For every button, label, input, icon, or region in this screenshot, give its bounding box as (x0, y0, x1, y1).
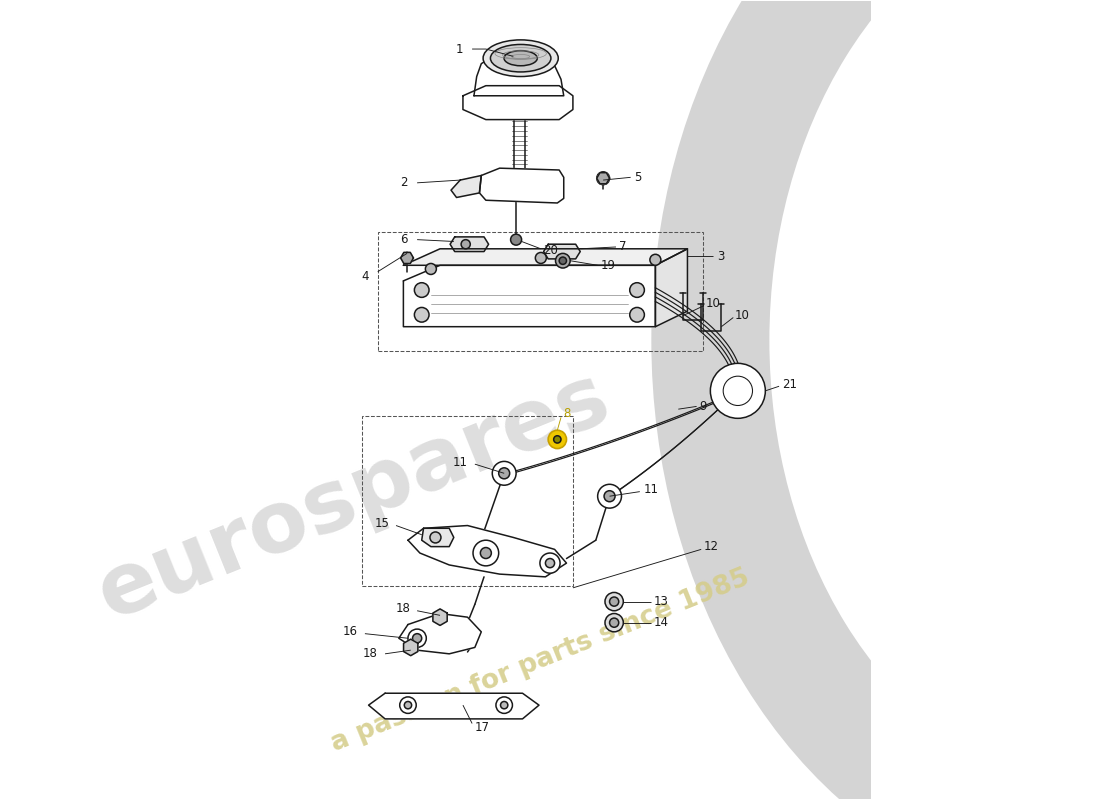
Text: 18: 18 (363, 647, 377, 660)
Circle shape (604, 490, 615, 502)
Polygon shape (421, 528, 454, 546)
Text: 2: 2 (400, 176, 408, 190)
Circle shape (473, 540, 498, 566)
Circle shape (548, 430, 566, 449)
Circle shape (412, 634, 421, 643)
Text: 11: 11 (452, 456, 468, 469)
Circle shape (596, 172, 609, 185)
Text: 3: 3 (717, 250, 724, 262)
Text: 14: 14 (653, 616, 669, 629)
Ellipse shape (491, 45, 551, 72)
Circle shape (650, 254, 661, 266)
Text: 4: 4 (361, 270, 368, 282)
Circle shape (629, 307, 645, 322)
Circle shape (415, 307, 429, 322)
Text: 18: 18 (396, 602, 410, 615)
Circle shape (461, 240, 471, 249)
Polygon shape (463, 86, 573, 119)
Text: a passion for parts since 1985: a passion for parts since 1985 (328, 565, 754, 758)
Polygon shape (596, 173, 609, 184)
Circle shape (399, 697, 416, 714)
Circle shape (481, 547, 492, 558)
Circle shape (723, 376, 752, 406)
Text: 17: 17 (475, 721, 490, 734)
Circle shape (711, 363, 766, 418)
Circle shape (609, 618, 618, 627)
Circle shape (540, 553, 560, 573)
Circle shape (546, 558, 554, 568)
Circle shape (415, 282, 429, 298)
Polygon shape (368, 694, 539, 719)
Polygon shape (433, 609, 448, 626)
Circle shape (496, 697, 513, 714)
Ellipse shape (504, 50, 537, 66)
Polygon shape (656, 249, 688, 326)
Text: 19: 19 (601, 258, 615, 272)
Circle shape (605, 614, 624, 632)
Text: 20: 20 (543, 244, 559, 257)
Polygon shape (404, 249, 688, 266)
Text: 13: 13 (653, 595, 669, 608)
Polygon shape (450, 237, 488, 251)
Circle shape (559, 257, 566, 264)
Polygon shape (404, 639, 418, 656)
Text: 12: 12 (704, 540, 719, 553)
Text: 10: 10 (706, 298, 721, 310)
Circle shape (556, 254, 570, 268)
Text: 15: 15 (375, 518, 389, 530)
Bar (362, 417, 573, 586)
Circle shape (500, 702, 508, 709)
Text: 8: 8 (563, 407, 571, 420)
Polygon shape (480, 168, 563, 203)
Text: 10: 10 (735, 309, 750, 322)
Circle shape (408, 629, 427, 647)
Polygon shape (543, 244, 580, 259)
Circle shape (430, 532, 441, 543)
Text: 6: 6 (400, 233, 408, 246)
Circle shape (510, 234, 521, 245)
Polygon shape (400, 253, 414, 263)
Circle shape (536, 253, 547, 263)
Circle shape (493, 462, 516, 486)
Polygon shape (404, 266, 656, 326)
Text: 16: 16 (342, 626, 358, 638)
Circle shape (609, 597, 618, 606)
Circle shape (426, 263, 437, 274)
Polygon shape (408, 526, 566, 577)
Polygon shape (399, 614, 482, 654)
Text: 7: 7 (618, 241, 626, 254)
Text: 5: 5 (635, 171, 641, 184)
Circle shape (405, 702, 411, 709)
Polygon shape (451, 175, 482, 198)
Circle shape (629, 282, 645, 298)
Bar (377, 232, 703, 351)
Ellipse shape (483, 40, 558, 77)
Text: 9: 9 (700, 400, 707, 413)
Text: eurospares: eurospares (85, 356, 622, 637)
Circle shape (553, 436, 561, 443)
Polygon shape (474, 49, 563, 96)
Text: 11: 11 (644, 483, 659, 496)
Circle shape (597, 484, 622, 508)
Text: 21: 21 (782, 378, 796, 391)
Circle shape (498, 468, 509, 479)
Circle shape (605, 593, 624, 610)
Text: 1: 1 (455, 42, 463, 55)
